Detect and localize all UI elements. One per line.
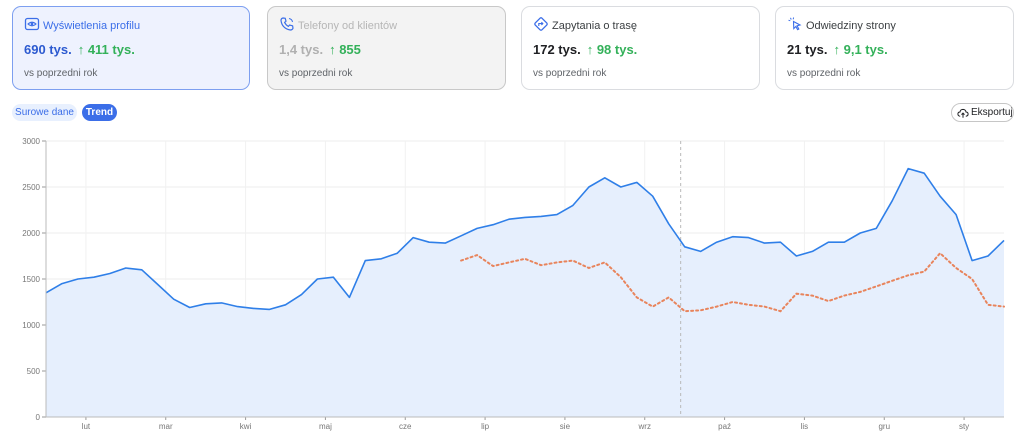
metric-card-profile-views[interactable]: Wyświetlenia profilu 690 tys. ↑ 411 tys. … — [12, 6, 250, 90]
previous-series-line — [460, 251, 1005, 313]
metric-title: Odwiedziny strony — [806, 20, 896, 32]
x-tick-label: cze — [399, 422, 412, 431]
metric-comparison: vs poprzedni rok — [787, 68, 861, 79]
y-tick-label: 2500 — [22, 183, 40, 192]
metric-delta: ↑ 411 tys. — [77, 42, 135, 57]
metric-value: 690 tys. — [24, 42, 72, 57]
metric-value: 172 tys. — [533, 42, 581, 57]
x-tick-label: wrz — [638, 422, 651, 431]
metric-delta: ↑ 855 — [329, 42, 361, 57]
metric-comparison: vs poprzedni rok — [533, 68, 607, 79]
metric-comparison: vs poprzedni rok — [24, 68, 98, 79]
metric-delta: ↑ 9,1 tys. — [833, 42, 888, 57]
x-tick-label: kwi — [240, 422, 252, 431]
current-series-line — [45, 167, 1005, 311]
x-tick-label: maj — [319, 422, 332, 431]
cursor-click-icon — [788, 17, 802, 31]
metric-cards: Wyświetlenia profilu 690 tys. ↑ 411 tys. … — [12, 6, 1014, 90]
metric-value-row: 172 tys. ↑ 98 tys. — [533, 42, 637, 57]
metric-title: Telefony od klientów — [298, 20, 398, 32]
metric-title: Wyświetlenia profilu — [43, 20, 141, 32]
metric-value-row: 690 tys. ↑ 411 tys. — [24, 42, 135, 57]
metric-value-row: 1,4 tys. ↑ 855 — [279, 42, 361, 57]
raw-data-toggle[interactable]: Surowe dane — [12, 104, 77, 121]
metric-card-directions[interactable]: Zapytania o trasę 172 tys. ↑ 98 tys. vs p… — [521, 6, 760, 90]
y-tick-label: 2000 — [22, 229, 40, 238]
metric-value: 21 tys. — [787, 42, 828, 57]
metric-card-website-visits[interactable]: Odwiedziny strony 21 tys. ↑ 9,1 tys. vs p… — [775, 6, 1014, 90]
y-tick-label: 1500 — [22, 275, 40, 284]
y-tick-label: 0 — [36, 413, 41, 422]
x-tick-label: lip — [481, 422, 490, 431]
x-tick-label: paź — [718, 422, 731, 431]
y-tick-label: 500 — [27, 367, 41, 376]
metric-value: 1,4 tys. — [279, 42, 324, 57]
export-label: Eksportuj — [971, 107, 1013, 118]
trend-toggle[interactable]: Trend — [82, 104, 117, 121]
metric-card-calls[interactable]: Telefony od klientów 1,4 tys. ↑ 855 vs po… — [267, 6, 506, 90]
metric-title: Zapytania o trasę — [552, 20, 637, 32]
x-tick-label: mar — [159, 422, 173, 431]
metric-value-row: 21 tys. ↑ 9,1 tys. — [787, 42, 888, 57]
metric-delta: ↑ 98 tys. — [586, 42, 638, 57]
cloud-upload-icon — [957, 108, 969, 118]
trend-chart: 0 500 1000 1500 2000 2500 3000 lut mar kwi maj cze l… — [22, 137, 1005, 431]
x-tick-label: sie — [560, 422, 571, 431]
current-series-area — [46, 168, 1004, 417]
x-tick-label: gru — [878, 422, 890, 431]
phone-icon — [280, 17, 294, 31]
x-tick-label: sty — [959, 422, 969, 431]
y-tick-label: 3000 — [22, 137, 40, 146]
metric-comparison: vs poprzedni rok — [279, 68, 353, 79]
export-button[interactable]: Eksportuj — [951, 103, 1014, 122]
y-tick-label: 1000 — [22, 321, 40, 330]
directions-icon — [534, 17, 548, 31]
eye-icon — [24, 17, 40, 31]
x-tick-label: lis — [801, 422, 809, 431]
x-tick-label: lut — [82, 422, 91, 431]
